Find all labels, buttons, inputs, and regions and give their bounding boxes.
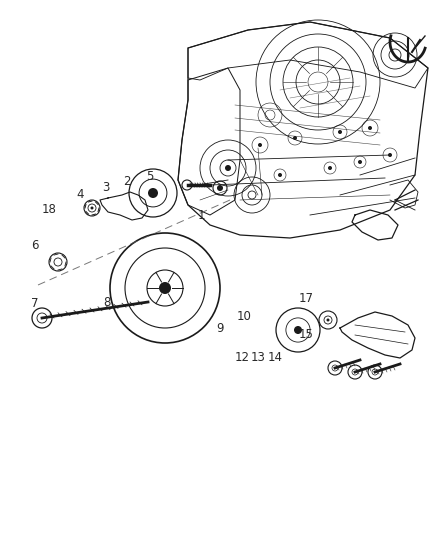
Circle shape <box>328 166 332 170</box>
Text: 13: 13 <box>251 351 266 364</box>
Circle shape <box>278 173 282 177</box>
Circle shape <box>148 188 158 198</box>
Text: 4: 4 <box>76 188 84 201</box>
Text: 3: 3 <box>102 181 110 194</box>
Circle shape <box>258 143 262 147</box>
Text: 6: 6 <box>31 239 39 252</box>
Text: 5: 5 <box>146 171 153 183</box>
Circle shape <box>368 126 372 130</box>
Text: 2: 2 <box>123 175 131 188</box>
Circle shape <box>338 130 342 134</box>
Text: 12: 12 <box>234 351 249 364</box>
Text: 1: 1 <box>198 209 205 222</box>
Circle shape <box>159 282 171 294</box>
Circle shape <box>225 165 231 171</box>
Text: 9: 9 <box>216 322 224 335</box>
Text: 14: 14 <box>268 351 283 364</box>
Text: 7: 7 <box>31 297 39 310</box>
Text: 15: 15 <box>299 328 314 341</box>
Text: 8: 8 <box>104 296 111 309</box>
Text: 17: 17 <box>298 292 313 305</box>
Circle shape <box>388 153 392 157</box>
Circle shape <box>91 206 93 209</box>
Circle shape <box>358 160 362 164</box>
Circle shape <box>326 319 329 321</box>
Circle shape <box>217 185 223 191</box>
Text: 18: 18 <box>42 203 57 216</box>
Circle shape <box>293 136 297 140</box>
Text: 10: 10 <box>237 310 252 322</box>
Circle shape <box>294 326 302 334</box>
